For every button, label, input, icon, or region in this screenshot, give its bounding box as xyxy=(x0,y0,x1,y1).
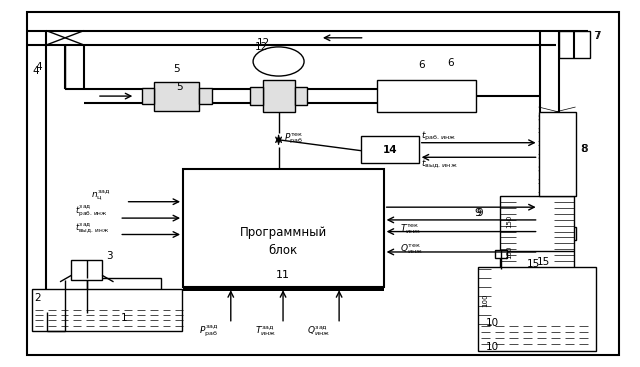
Text: 150: 150 xyxy=(507,215,513,228)
Text: 3: 3 xyxy=(106,251,113,261)
Text: 11: 11 xyxy=(276,269,290,280)
Bar xyxy=(362,136,419,163)
Text: 4: 4 xyxy=(32,66,38,76)
Bar xyxy=(262,80,294,112)
Text: 14: 14 xyxy=(383,145,397,155)
Text: $Q^{\rm зад}_{\rm инж}$: $Q^{\rm зад}_{\rm инж}$ xyxy=(307,324,330,338)
Bar xyxy=(199,88,212,104)
Text: 7: 7 xyxy=(594,31,600,41)
Text: 10: 10 xyxy=(486,342,499,352)
Bar xyxy=(34,306,180,330)
Text: 6: 6 xyxy=(419,60,425,70)
Text: $t^{\rm зад}_{\rm выд.\,инж}$: $t^{\rm зад}_{\rm выд.\,инж}$ xyxy=(75,221,109,235)
Bar xyxy=(183,287,384,291)
Text: 1: 1 xyxy=(120,313,127,323)
Text: 2: 2 xyxy=(35,293,41,303)
Text: 6: 6 xyxy=(447,58,454,68)
Bar xyxy=(250,87,262,105)
Text: 5: 5 xyxy=(173,64,180,74)
Text: 100: 100 xyxy=(483,293,488,307)
Text: $t_{\rm выд.\,инж}$: $t_{\rm выд.\,инж}$ xyxy=(420,158,458,171)
Bar xyxy=(32,289,182,331)
Text: Программный: Программный xyxy=(239,226,326,239)
Text: 12: 12 xyxy=(257,38,271,48)
Text: 12: 12 xyxy=(255,42,268,52)
Text: 4: 4 xyxy=(35,62,42,72)
Text: $n^{\rm зад}_{\rm ц}$: $n^{\rm зад}_{\rm ц}$ xyxy=(91,188,110,202)
Bar xyxy=(480,315,594,350)
Text: $T^{\rm зад}_{\rm инж}$: $T^{\rm зад}_{\rm инж}$ xyxy=(255,324,276,338)
Circle shape xyxy=(253,47,304,76)
Bar xyxy=(378,80,476,112)
Bar xyxy=(72,260,102,280)
Text: 7: 7 xyxy=(593,31,599,41)
Text: $Q^{\rm тек}_{\rm инж}$: $Q^{\rm тек}_{\rm инж}$ xyxy=(399,242,422,256)
Bar xyxy=(559,30,589,58)
Text: $t^{\rm зад}_{\rm раб.\,инж}$: $t^{\rm зад}_{\rm раб.\,инж}$ xyxy=(75,204,108,219)
Text: 8: 8 xyxy=(581,144,588,154)
Bar xyxy=(154,81,199,111)
Text: 9: 9 xyxy=(475,208,481,218)
Bar xyxy=(294,87,307,105)
Text: $P^{\rm тек}_{\rm раб}$: $P^{\rm тек}_{\rm раб}$ xyxy=(284,132,303,146)
Text: 10: 10 xyxy=(486,317,499,328)
Text: 100: 100 xyxy=(507,246,513,259)
Bar xyxy=(183,169,384,287)
Bar xyxy=(495,250,507,258)
Bar xyxy=(88,278,161,313)
Text: блок: блок xyxy=(268,244,298,257)
Bar xyxy=(539,112,575,196)
Text: 5: 5 xyxy=(177,82,183,92)
Bar xyxy=(90,295,159,312)
Text: 9: 9 xyxy=(476,208,483,218)
Bar xyxy=(478,267,596,351)
Text: $t_{\rm раб.\,инж}$: $t_{\rm раб.\,инж}$ xyxy=(420,130,456,143)
Bar xyxy=(546,240,568,253)
Text: $T^{\rm тек}_{\rm инж}$: $T^{\rm тек}_{\rm инж}$ xyxy=(399,222,421,236)
Bar xyxy=(141,88,154,104)
Text: $P^{\rm зад}_{\rm раб}$: $P^{\rm зад}_{\rm раб}$ xyxy=(199,323,218,339)
Text: 15: 15 xyxy=(537,257,550,267)
Bar xyxy=(500,196,573,269)
Text: 15: 15 xyxy=(527,259,540,269)
Text: 8: 8 xyxy=(580,144,587,154)
Bar xyxy=(539,227,575,240)
